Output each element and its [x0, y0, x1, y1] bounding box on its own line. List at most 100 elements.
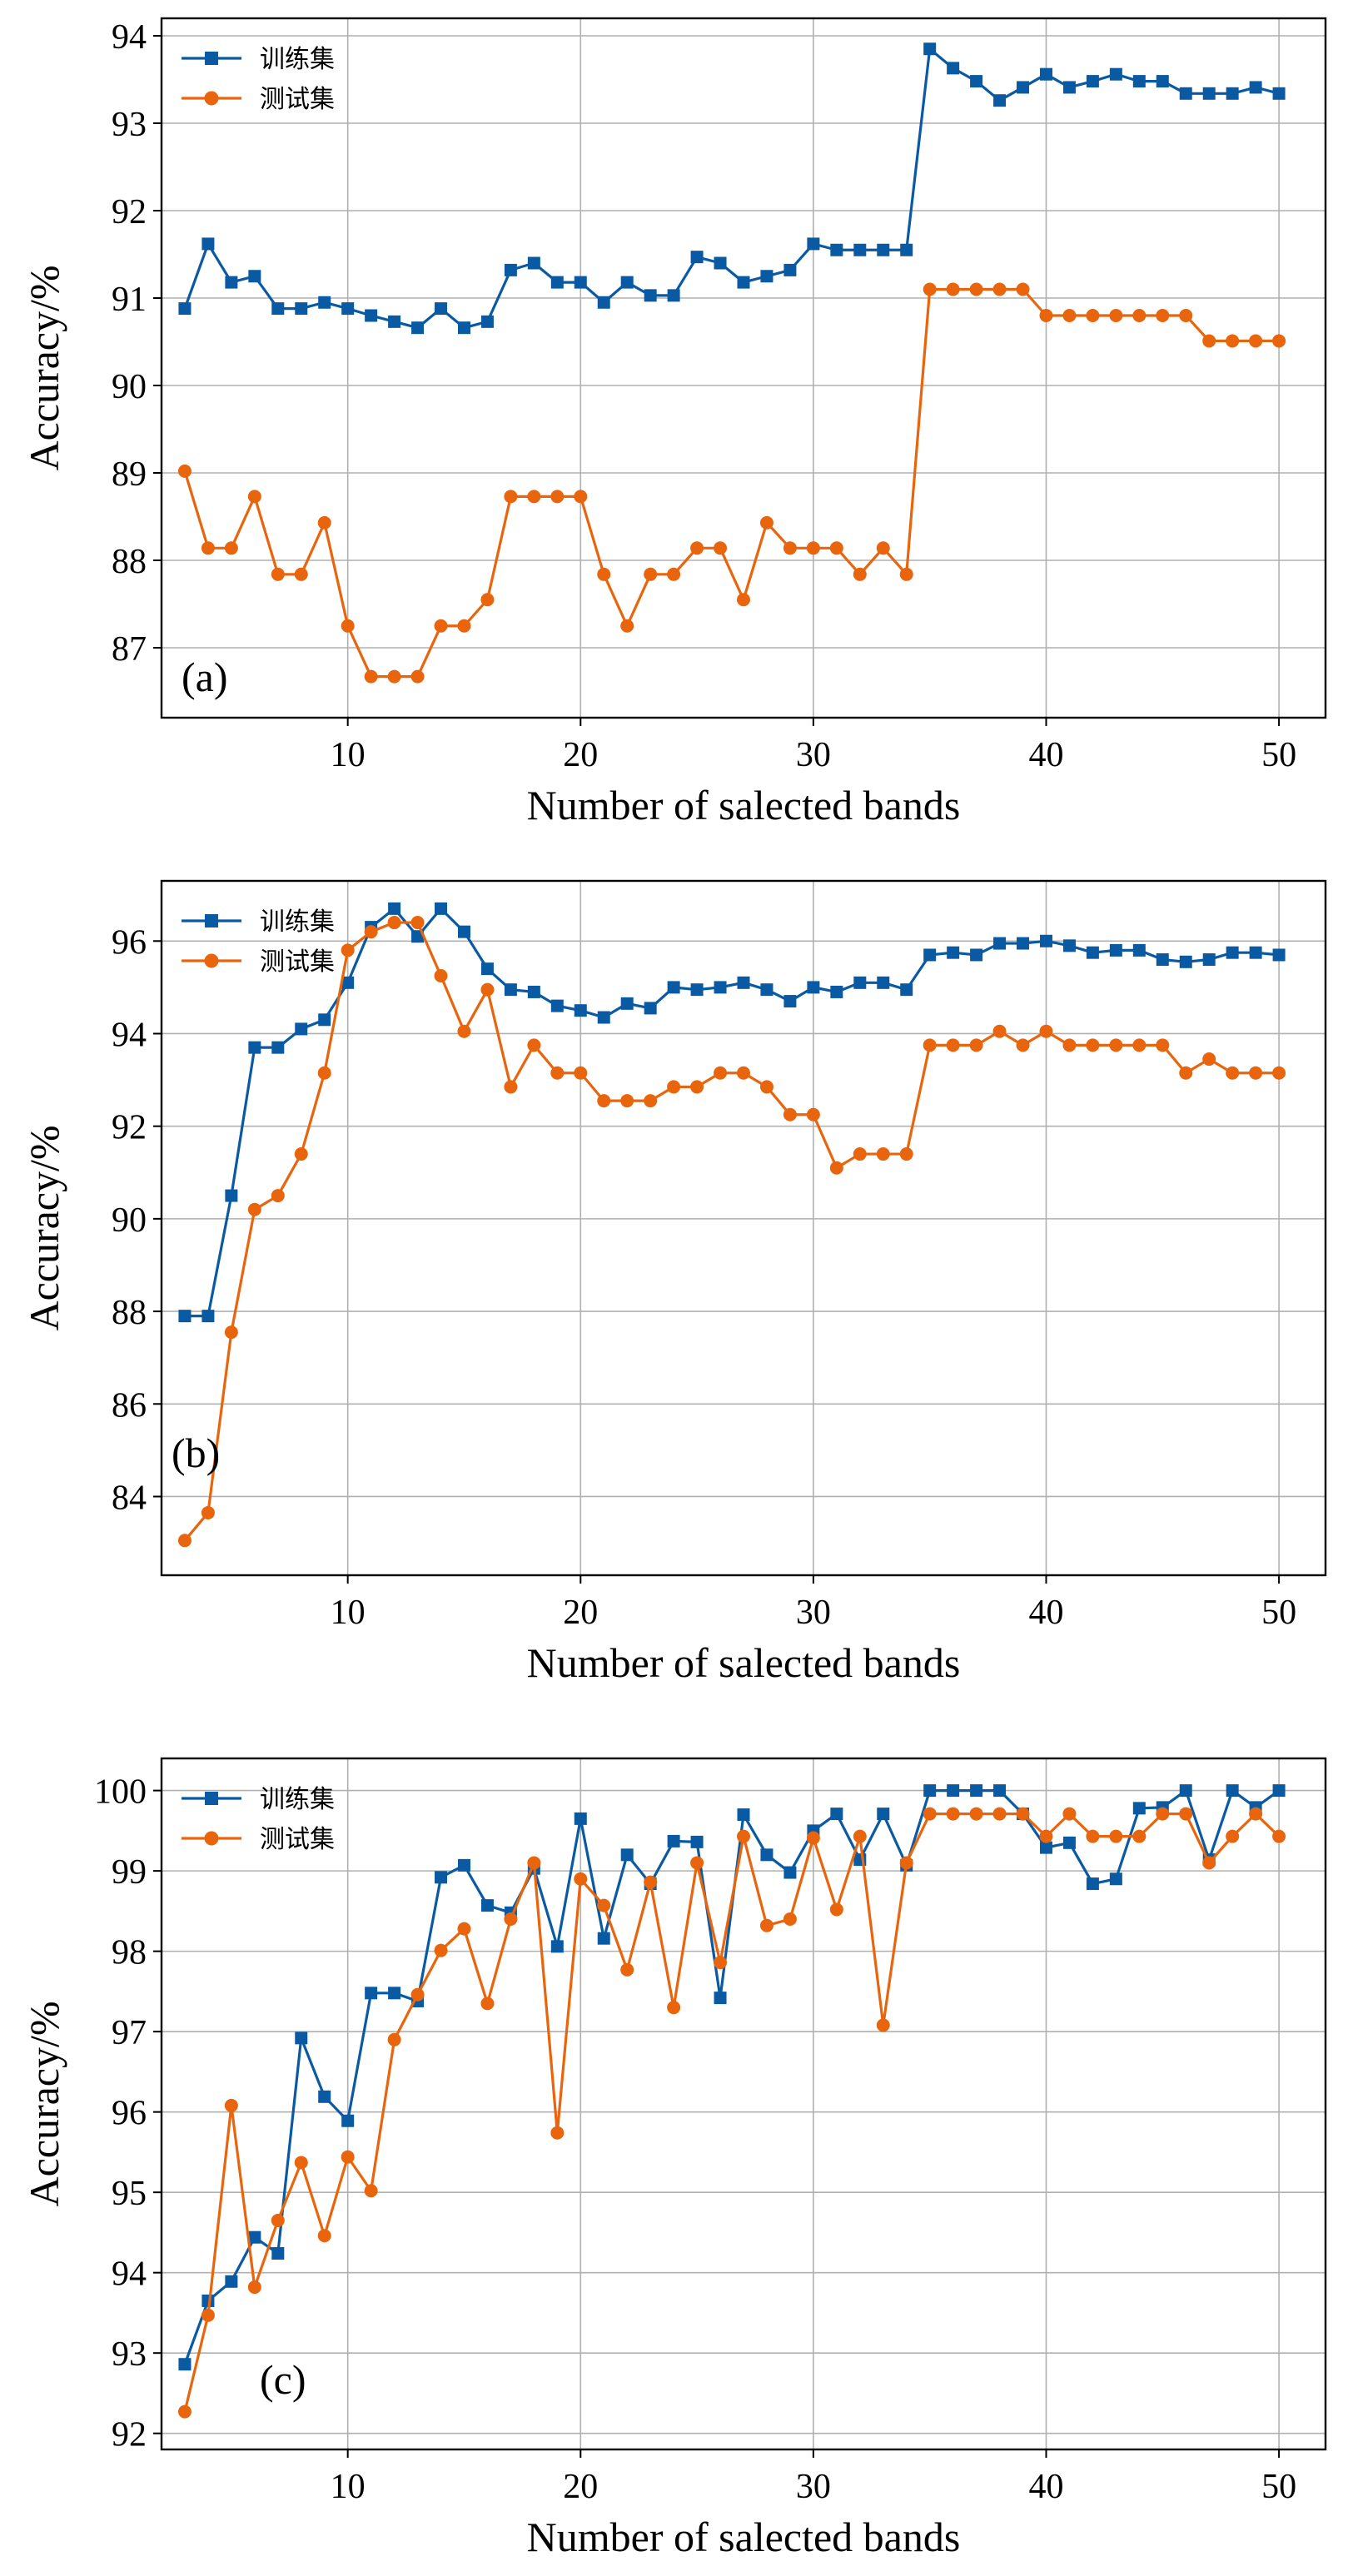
data-point [177, 464, 192, 478]
x-tick-label: 30 [796, 1594, 831, 1632]
data-point [970, 948, 983, 962]
data-point [434, 1943, 448, 1957]
data-point [457, 1024, 471, 1038]
data-point [1016, 1038, 1030, 1052]
data-point [1226, 334, 1240, 348]
data-point [853, 243, 867, 256]
data-point [1086, 946, 1099, 959]
data-point [1179, 1066, 1193, 1080]
x-axis-title: Number of salected bands [527, 1639, 961, 1686]
data-point [550, 490, 565, 504]
series-line [183, 287, 1280, 679]
data-point [644, 289, 657, 302]
data-point [1132, 943, 1146, 957]
data-point [1062, 1836, 1076, 1849]
data-point [877, 1808, 890, 1821]
data-point [853, 1147, 867, 1161]
data-point [644, 1094, 658, 1108]
legend-item-test: 测试集 [182, 85, 335, 114]
data-point [201, 237, 215, 251]
data-point [295, 302, 308, 316]
data-point [480, 962, 494, 976]
data-point [504, 983, 517, 997]
data-point [829, 541, 843, 555]
legend-label: 测试集 [260, 947, 335, 977]
data-point [387, 2032, 401, 2046]
data-point [1132, 1802, 1146, 1815]
data-point [247, 490, 261, 504]
data-point [1017, 81, 1030, 94]
data-point [574, 1872, 588, 1886]
y-tick-label: 96 [112, 2095, 147, 2133]
data-point [225, 1189, 238, 1202]
data-point [806, 1107, 820, 1121]
series-test [177, 282, 1286, 684]
data-point [550, 999, 564, 1012]
data-point [783, 263, 797, 276]
data-point [527, 985, 540, 998]
data-point [714, 1066, 728, 1080]
data-point [388, 315, 401, 328]
data-point [993, 94, 1007, 107]
data-point [364, 669, 378, 684]
data-point [1249, 946, 1262, 959]
data-point [597, 1932, 610, 1945]
data-point [201, 1505, 215, 1519]
y-tick-label: 90 [112, 1201, 147, 1240]
x-tick-label: 50 [1261, 2468, 1296, 2506]
data-point [178, 302, 192, 316]
panel-label: (b) [172, 1430, 220, 1476]
legend-item-test: 测试集 [182, 947, 335, 977]
data-point [364, 925, 378, 939]
legend-marker [205, 914, 218, 927]
data-point [947, 1784, 960, 1798]
data-point [1226, 946, 1239, 959]
y-tick-label: 90 [112, 368, 147, 406]
data-point [1272, 334, 1286, 348]
x-tick-label: 30 [796, 736, 831, 774]
y-tick-label: 89 [112, 455, 147, 494]
data-point [224, 2098, 238, 2112]
data-point [899, 567, 913, 581]
data-point [434, 968, 448, 982]
series-test [177, 916, 1286, 1548]
legend-label: 测试集 [260, 85, 335, 114]
series-line [183, 47, 1280, 330]
data-point [829, 1902, 843, 1917]
data-point [480, 1899, 494, 1912]
data-point [1039, 1841, 1052, 1854]
data-point [807, 981, 820, 994]
data-point [1156, 953, 1169, 967]
data-point [667, 2001, 681, 2015]
data-point [597, 567, 611, 581]
data-point [620, 619, 634, 633]
data-point [597, 1094, 611, 1108]
data-point [1226, 1066, 1240, 1080]
data-point [923, 948, 937, 962]
data-point [457, 321, 470, 335]
data-point [574, 1066, 588, 1080]
data-point [992, 282, 1007, 296]
data-point [737, 276, 750, 289]
data-point [783, 995, 797, 1008]
data-point [177, 2404, 192, 2419]
data-point [714, 256, 727, 270]
x-tick-label: 10 [331, 1594, 366, 1632]
data-point [1017, 937, 1030, 950]
data-point [480, 315, 494, 328]
data-point [295, 2031, 308, 2045]
data-point [177, 1534, 192, 1548]
x-axis-title: Number of salected bands [527, 782, 961, 828]
data-point [1156, 309, 1170, 322]
data-point [1109, 1872, 1122, 1886]
data-point [969, 282, 983, 296]
data-point [644, 1002, 657, 1015]
data-point [248, 1041, 261, 1054]
data-point [830, 985, 843, 998]
data-point [1109, 943, 1122, 957]
y-tick-label: 92 [112, 1109, 147, 1147]
data-point [527, 1038, 541, 1052]
